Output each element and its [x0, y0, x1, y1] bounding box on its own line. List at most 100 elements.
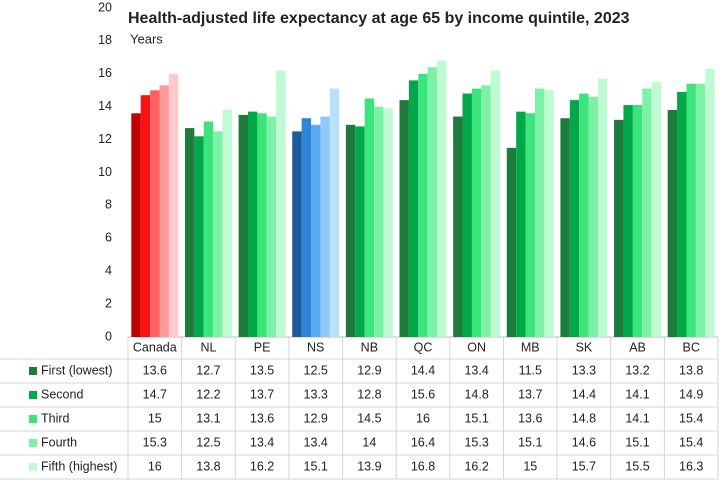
y-tick-label: 12 — [98, 132, 112, 146]
table-value: 15.3 — [143, 435, 167, 449]
legend-label: Second — [41, 387, 83, 401]
bar — [213, 131, 223, 337]
x-tick-label: NB — [361, 340, 378, 354]
y-tick-label: 18 — [98, 33, 112, 47]
y-tick-label: 16 — [98, 66, 112, 80]
table-value: 16.3 — [679, 459, 703, 473]
bar — [364, 98, 375, 337]
table-value: 13.9 — [357, 459, 381, 473]
chart-title: Health-adjusted life expectancy at age 6… — [128, 10, 630, 27]
bar — [247, 111, 258, 337]
table-value: 16.4 — [411, 435, 435, 449]
x-tick-label: NS — [307, 340, 324, 354]
bar — [292, 131, 302, 337]
bar — [257, 113, 267, 337]
table-value: 13.2 — [625, 363, 649, 377]
table-value: 12.8 — [357, 387, 381, 401]
table-value: 13.7 — [250, 387, 274, 401]
legend-swatch — [29, 367, 37, 375]
bar — [301, 118, 312, 337]
table-value: 15.1 — [518, 435, 542, 449]
x-tick-label: ON — [467, 340, 486, 354]
table-value: 15.5 — [625, 459, 649, 473]
bar — [695, 83, 706, 337]
bar — [667, 109, 678, 338]
table-value: 13.6 — [250, 411, 274, 425]
table-value: 14.4 — [411, 363, 435, 377]
bar — [184, 128, 195, 337]
bar — [194, 136, 204, 337]
table-value: 12.5 — [196, 435, 220, 449]
y-tick-label: 4 — [105, 263, 112, 277]
table-value: 13.5 — [250, 363, 274, 377]
table-value: 12.9 — [357, 363, 381, 377]
x-tick-label: PE — [254, 340, 271, 354]
table-value: 14.7 — [143, 387, 167, 401]
bar — [276, 70, 286, 337]
table-value: 16.8 — [411, 459, 435, 473]
table-value: 13.3 — [572, 363, 596, 377]
table-value: 13.1 — [196, 411, 220, 425]
bar — [345, 124, 356, 337]
bar — [632, 105, 643, 338]
bar — [374, 106, 384, 337]
bar — [408, 80, 419, 337]
table-value: 15.1 — [304, 459, 328, 473]
legend-swatch — [29, 391, 37, 399]
legend-label: Fourth — [41, 435, 77, 449]
bar — [579, 93, 589, 337]
bar — [131, 113, 141, 337]
y-tick-label: 14 — [98, 99, 112, 113]
bar — [506, 147, 517, 337]
bar — [266, 116, 277, 337]
table-value: 15.6 — [411, 387, 435, 401]
table-value: 14.8 — [572, 411, 596, 425]
table-value: 14 — [362, 435, 376, 449]
table-value: 15.4 — [679, 435, 703, 449]
x-tick-label: MB — [521, 340, 540, 354]
bar — [623, 105, 633, 338]
bar — [614, 119, 624, 337]
bar — [159, 85, 169, 337]
y-tick-label: 20 — [98, 0, 112, 14]
table-value: 12.9 — [304, 411, 328, 425]
bar — [427, 67, 438, 337]
bar — [686, 83, 696, 337]
legend-label: Third — [41, 411, 70, 425]
y-tick-label: 0 — [105, 329, 112, 343]
bar — [150, 90, 160, 337]
table-value: 15 — [148, 411, 162, 425]
bar — [481, 85, 491, 337]
legend-label: Fifth (highest) — [41, 459, 117, 473]
bar — [651, 82, 662, 338]
table-value: 14.1 — [625, 387, 649, 401]
table-value: 16 — [148, 459, 162, 473]
x-tick-label: BC — [682, 340, 699, 354]
bar — [471, 88, 482, 337]
table-value: 14.9 — [679, 387, 703, 401]
table-value: 16.2 — [250, 459, 274, 473]
chart-subtitle: Years — [130, 31, 163, 46]
table-value: 13.4 — [250, 435, 274, 449]
table-value: 13.6 — [518, 411, 542, 425]
bar — [437, 60, 447, 337]
table-value: 13.8 — [196, 459, 220, 473]
y-tick-label: 10 — [98, 165, 112, 179]
table-value: 15.1 — [464, 411, 488, 425]
table-value: 15.4 — [679, 411, 703, 425]
x-tick-label: NL — [200, 340, 216, 354]
bar — [588, 96, 599, 337]
legend-swatch — [29, 415, 37, 423]
bar — [598, 78, 608, 338]
bar — [222, 109, 232, 338]
bar — [677, 91, 687, 338]
bar — [238, 114, 248, 337]
y-tick-label: 6 — [105, 231, 112, 245]
table-value: 14.8 — [464, 387, 488, 401]
table-value: 13.8 — [679, 363, 703, 377]
y-tick-label: 8 — [105, 198, 112, 212]
bar — [525, 113, 535, 337]
x-tick-label: SK — [576, 340, 593, 354]
bar — [399, 100, 409, 338]
